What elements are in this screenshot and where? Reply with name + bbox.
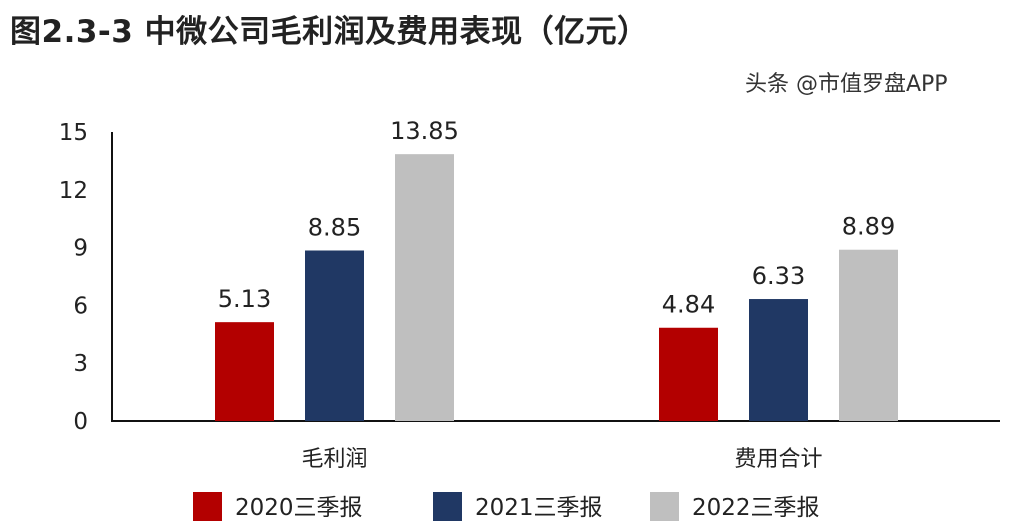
bar	[839, 249, 898, 421]
bar	[215, 322, 274, 421]
bar	[659, 327, 718, 421]
legend-label: 2022三季报	[692, 495, 820, 521]
data-label: 6.33	[752, 262, 805, 290]
y-tick-label: 0	[73, 409, 88, 435]
x-category-label: 毛利润	[301, 447, 367, 472]
legend-swatch	[193, 492, 222, 521]
y-tick-label: 12	[59, 178, 88, 204]
legend-label: 2020三季报	[235, 495, 363, 521]
data-label: 5.13	[218, 285, 271, 313]
y-tick-label: 6	[73, 293, 88, 319]
bar	[395, 154, 454, 421]
y-tick-label: 9	[73, 236, 88, 262]
data-label: 13.85	[390, 117, 459, 145]
bar	[749, 299, 808, 421]
legend-label: 2021三季报	[475, 495, 603, 521]
watermark: 头条 @市值罗盘APP	[745, 72, 948, 97]
y-tick-label: 3	[73, 351, 88, 377]
y-tick-label: 15	[59, 120, 88, 146]
data-label: 8.89	[842, 213, 895, 241]
bar	[305, 250, 364, 421]
x-category-label: 费用合计	[734, 447, 822, 472]
legend-swatch	[433, 492, 462, 521]
data-label: 8.85	[308, 213, 361, 241]
data-label: 4.84	[662, 291, 715, 319]
chart-title: 图2.3-3 中微公司毛利润及费用表现（亿元）	[10, 14, 649, 50]
legend-swatch	[650, 492, 679, 521]
